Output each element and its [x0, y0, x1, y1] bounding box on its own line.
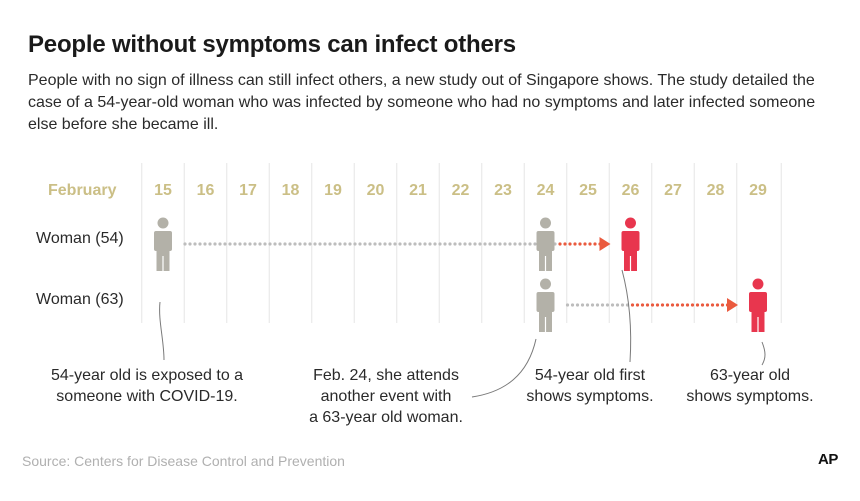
arrow-head-icon: [599, 237, 611, 251]
person-icon: [621, 217, 640, 271]
person-icon: [536, 278, 555, 332]
day-label: 19: [324, 182, 342, 199]
page-title: People without symptoms can infect other…: [28, 31, 516, 58]
dotted-arrow: [565, 298, 738, 312]
annotation: 63-year old shows symptoms.: [686, 367, 813, 405]
day-label: 21: [409, 182, 427, 199]
day-label: 23: [494, 182, 512, 199]
day-label: 18: [282, 182, 300, 199]
day-label: 29: [749, 182, 767, 199]
day-label: 25: [579, 182, 597, 199]
day-label: 26: [622, 182, 640, 199]
leader-line: [761, 341, 766, 366]
annotation: 54-year old is exposed to a someone with …: [51, 367, 243, 405]
person-icon: [154, 217, 172, 271]
annotation: 54-year old first shows symptoms.: [526, 367, 653, 405]
arrow-head-icon: [727, 298, 738, 312]
day-label: 17: [239, 182, 257, 199]
leader-line: [471, 338, 537, 398]
row-label: Woman (63): [36, 291, 124, 308]
day-label: 15: [154, 182, 172, 199]
row-label: Woman (54): [36, 230, 124, 247]
person-icon: [749, 278, 767, 332]
annotation: Feb. 24, she attends another event with a …: [309, 367, 463, 426]
leader-line: [621, 269, 632, 363]
source-credit: Source: Centers for Disease Control and …: [22, 453, 345, 469]
day-label: 22: [452, 182, 470, 199]
month-label: February: [48, 182, 117, 199]
day-label: 20: [367, 182, 385, 199]
intro-text: People with no sign of illness can still…: [28, 72, 816, 133]
day-label: 28: [707, 182, 725, 199]
leader-line: [159, 301, 165, 361]
ap-logo: AP: [818, 451, 838, 468]
day-label: 27: [664, 182, 682, 199]
day-label: 24: [537, 182, 555, 199]
person-icon: [536, 217, 555, 271]
day-label: 16: [197, 182, 215, 199]
